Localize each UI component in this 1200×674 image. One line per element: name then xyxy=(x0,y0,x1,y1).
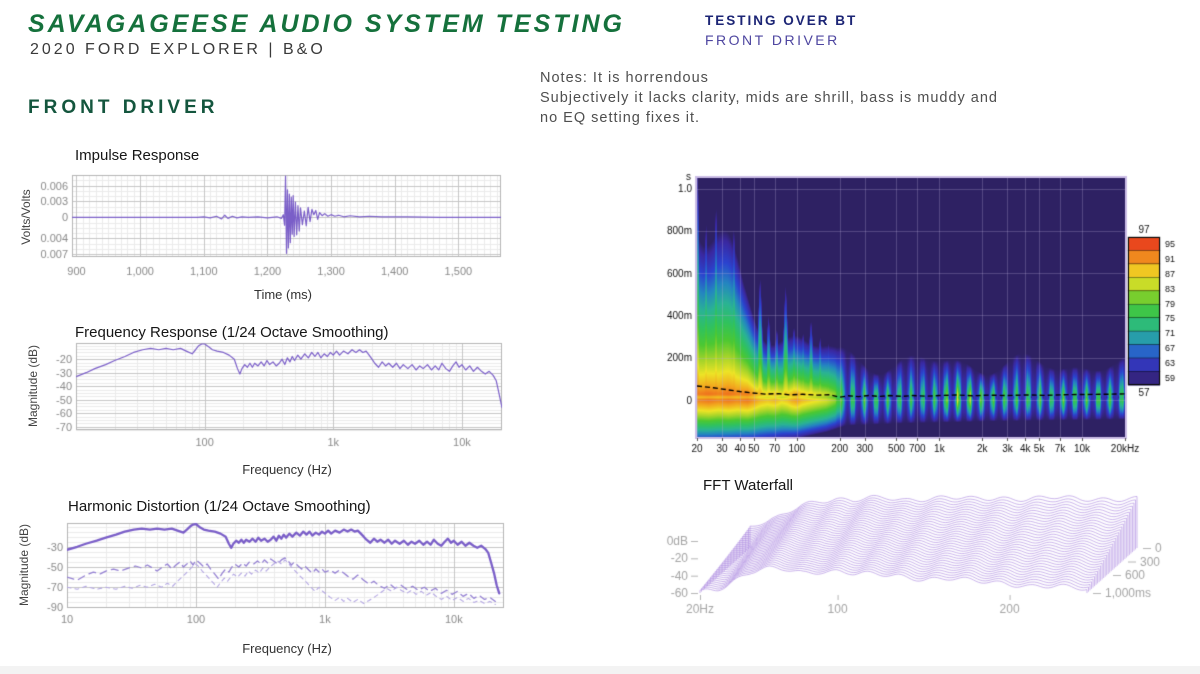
impulse-chart-title: Impulse Response xyxy=(75,147,200,164)
harmonic-distortion-xlabel: Frequency (Hz) xyxy=(242,641,332,656)
page-title: SAVAGAGEESE AUDIO SYSTEM TESTING xyxy=(28,10,625,38)
frequency-response-chart-canvas xyxy=(40,338,510,456)
test-mode-label: TESTING OVER BT xyxy=(705,13,858,28)
frequency-response-chart-title: Frequency Response (1/24 Octave Smoothin… xyxy=(75,324,389,341)
frequency-response-ylabel: Magnitude (dB) xyxy=(26,344,40,428)
bottom-strip xyxy=(0,666,1200,674)
harmonic-distortion-chart-title: Harmonic Distortion (1/24 Octave Smoothi… xyxy=(68,498,371,515)
harmonic-distortion-ylabel: Magnitude (dB) xyxy=(17,523,31,607)
harmonic-distortion-chart-canvas xyxy=(30,515,520,637)
impulse-xlabel: Time (ms) xyxy=(253,287,313,302)
frequency-response-xlabel: Frequency (Hz) xyxy=(242,462,332,477)
spectrogram-canvas xyxy=(660,168,1200,470)
section-heading: FRONT DRIVER xyxy=(28,97,219,118)
page-subtitle: 2020 FORD EXPLORER | B&O xyxy=(30,41,326,58)
test-channel-label: FRONT DRIVER xyxy=(705,32,840,48)
fft-waterfall-canvas xyxy=(660,492,1200,672)
impulse-chart-canvas xyxy=(40,168,510,283)
fft-waterfall-chart-title: FFT Waterfall xyxy=(703,477,794,494)
impulse-ylabel: Volts/Volts xyxy=(19,189,33,245)
notes-text: Notes: It is horrendous Subjectively it … xyxy=(540,70,998,126)
